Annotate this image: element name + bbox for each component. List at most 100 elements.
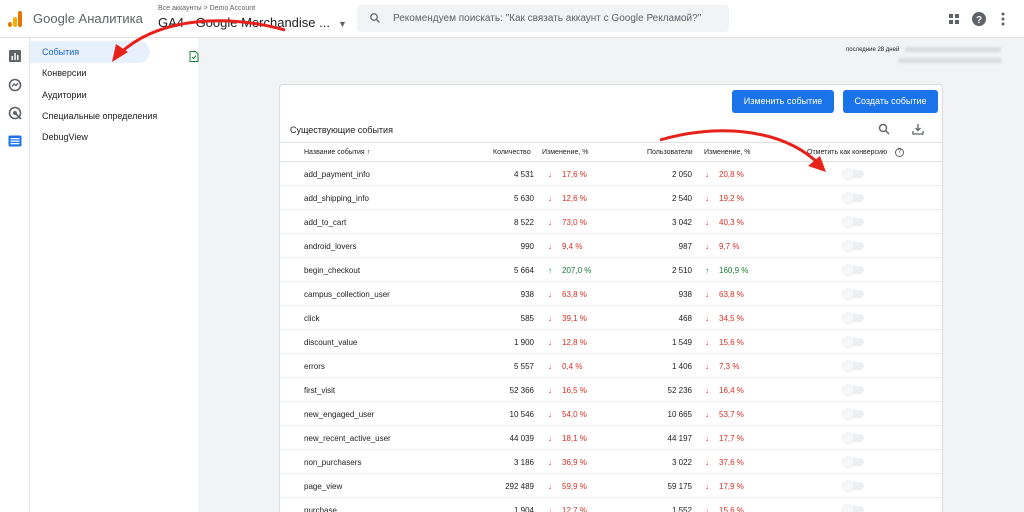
left-rail [0, 38, 30, 512]
change-value: 63,8 % [719, 290, 744, 299]
event-name[interactable]: errors [304, 362, 325, 371]
event-name[interactable]: purchase [304, 506, 337, 512]
conversion-toggle[interactable] [842, 240, 864, 252]
apps-icon[interactable] [946, 11, 962, 27]
info-icon[interactable]: ? [895, 148, 904, 157]
arrow-down-icon: ↓ [548, 242, 552, 251]
event-name[interactable]: page_view [304, 482, 343, 491]
event-name[interactable]: begin_checkout [304, 266, 361, 275]
event-name[interactable]: new_recent_active_user [304, 434, 391, 443]
col-header-name[interactable]: Название события ↑ [304, 149, 371, 156]
table-row[interactable]: add_shipping_info 5 630 ↓ 12,6 % 2 540 ↓ 19,2 … [280, 186, 942, 210]
event-count: 52 366 [509, 386, 534, 395]
conversion-toggle[interactable] [842, 168, 864, 180]
users-change: ↓ 17,7 % [705, 434, 744, 443]
users-change: ↓ 15,6 % [705, 338, 744, 347]
account-selector[interactable]: GA4 - Google Merchandise ... [158, 15, 330, 30]
advertising-icon[interactable] [8, 106, 22, 120]
table-row[interactable]: first_visit 52 366 ↓ 16,5 % 52 236 ↓ 16,4 % [280, 378, 942, 402]
conversion-toggle[interactable] [842, 312, 864, 324]
explore-icon[interactable] [8, 78, 22, 92]
date-range-label[interactable]: последние 28 дней [846, 47, 900, 53]
event-users: 10 665 [667, 410, 692, 419]
event-users: 1 552 [671, 506, 692, 512]
event-name[interactable]: new_engaged_user [304, 410, 375, 419]
event-name[interactable]: click [304, 314, 320, 323]
more-vert-icon[interactable] [995, 11, 1011, 27]
table-row[interactable]: discount_value 1 900 ↓ 12,8 % 1 549 ↓ 15,6 % [280, 330, 942, 354]
event-count: 292 489 [505, 482, 534, 491]
table-row[interactable]: add_to_cart 8 522 ↓ 73,0 % 3 042 ↓ 40,3 % [280, 210, 942, 234]
create-event-button[interactable]: Создать событие [843, 90, 938, 113]
conversion-toggle[interactable] [842, 264, 864, 276]
configure-icon[interactable] [8, 134, 22, 148]
col-header-change1[interactable]: Изменение, % [542, 149, 589, 156]
conversion-toggle[interactable] [842, 456, 864, 468]
event-name[interactable]: add_payment_info [304, 170, 370, 179]
search-bar[interactable]: Рекомендуем поискать: "Как связать аккау… [357, 5, 729, 32]
nav-item-custom-definitions[interactable]: Специальные определения [42, 111, 158, 121]
conversion-toggle[interactable] [842, 192, 864, 204]
nav-item-audiences[interactable]: Аудитории [42, 90, 87, 100]
date-range-blurred [905, 47, 1001, 52]
conversion-toggle[interactable] [842, 480, 864, 492]
conversion-toggle[interactable] [842, 360, 864, 372]
table-row[interactable]: begin_checkout 5 664 ↑ 207,0 % 2 510 ↑ 160,9 % [280, 258, 942, 282]
table-row[interactable]: errors 5 557 ↓ 0,4 % 1 406 ↓ 7,3 % [280, 354, 942, 378]
arrow-down-icon: ↓ [548, 458, 552, 467]
conversion-toggle[interactable] [842, 288, 864, 300]
table-row[interactable]: click 585 ↓ 39,1 % 468 ↓ 34,5 % [280, 306, 942, 330]
analytics-logo-icon[interactable] [8, 11, 22, 27]
change-value: 39,1 % [562, 314, 587, 323]
table-row[interactable]: new_engaged_user 10 546 ↓ 54,0 % 10 665 ↓ 53,7… [280, 402, 942, 426]
arrow-down-icon: ↓ [705, 194, 709, 203]
change-value: 16,5 % [562, 386, 587, 395]
conversion-toggle[interactable] [842, 336, 864, 348]
col-header-count[interactable]: Количество [493, 149, 531, 156]
change-value: 40,3 % [719, 218, 744, 227]
breadcrumb[interactable]: Все аккаунты > Demo Account [158, 5, 256, 12]
conversion-toggle[interactable] [842, 216, 864, 228]
event-name[interactable]: first_visit [304, 386, 336, 395]
search-icon[interactable] [878, 123, 890, 135]
event-name[interactable]: add_shipping_info [304, 194, 369, 203]
conversion-toggle[interactable] [842, 432, 864, 444]
change-value: 53,7 % [719, 410, 744, 419]
caret-down-icon[interactable]: ▼ [338, 19, 347, 29]
reports-icon[interactable] [8, 49, 22, 63]
event-name[interactable]: discount_value [304, 338, 358, 347]
download-icon[interactable] [912, 123, 924, 135]
arrow-down-icon: ↓ [705, 434, 709, 443]
table-row[interactable]: new_recent_active_user 44 039 ↓ 18,1 % 44 19… [280, 426, 942, 450]
count-change: ↓ 9,4 % [548, 242, 582, 251]
arrow-down-icon: ↓ [548, 362, 552, 371]
count-change: ↓ 12,7 % [548, 506, 587, 512]
event-name[interactable]: campus_collection_user [304, 290, 390, 299]
table-row[interactable]: add_payment_info 4 531 ↓ 17,6 % 2 050 ↓ 20,8 % [280, 162, 942, 186]
table-row[interactable]: campus_collection_user 938 ↓ 63,8 % 938 ↓ 63,8… [280, 282, 942, 306]
col-header-users[interactable]: Пользователи [647, 149, 693, 156]
event-name[interactable]: android_lovers [304, 242, 357, 251]
arrow-down-icon: ↓ [705, 314, 709, 323]
table-row[interactable]: page_view 292 489 ↓ 59,9 % 59 175 ↓ 17,9 % [280, 474, 942, 498]
table-row[interactable]: android_lovers 990 ↓ 9,4 % 987 ↓ 9,7 % [280, 234, 942, 258]
event-count: 585 [520, 314, 534, 323]
table-row[interactable]: purchase 1 904 ↓ 12,7 % 1 552 ↓ 15,6 % [280, 498, 942, 512]
event-count: 10 546 [509, 410, 534, 419]
change-value: 207,0 % [562, 266, 592, 275]
conversion-toggle[interactable] [842, 384, 864, 396]
conversion-toggle[interactable] [842, 504, 864, 512]
help-icon[interactable]: ? [971, 11, 987, 27]
table-row[interactable]: non_purchasers 3 186 ↓ 36,9 % 3 022 ↓ 37,6 % [280, 450, 942, 474]
event-count: 938 [520, 290, 534, 299]
event-users: 1 549 [671, 338, 692, 347]
nav-item-events[interactable]: События [30, 41, 150, 63]
event-name[interactable]: add_to_cart [304, 218, 347, 227]
col-header-change2[interactable]: Изменение, % [704, 149, 751, 156]
event-name[interactable]: non_purchasers [304, 458, 362, 467]
conversion-toggle[interactable] [842, 408, 864, 420]
modify-event-button[interactable]: Изменить событие [732, 90, 834, 113]
nav-item-debugview[interactable]: DebugView [42, 132, 88, 142]
nav-item-conversions[interactable]: Конверсии [42, 68, 87, 78]
arrow-down-icon: ↓ [548, 434, 552, 443]
